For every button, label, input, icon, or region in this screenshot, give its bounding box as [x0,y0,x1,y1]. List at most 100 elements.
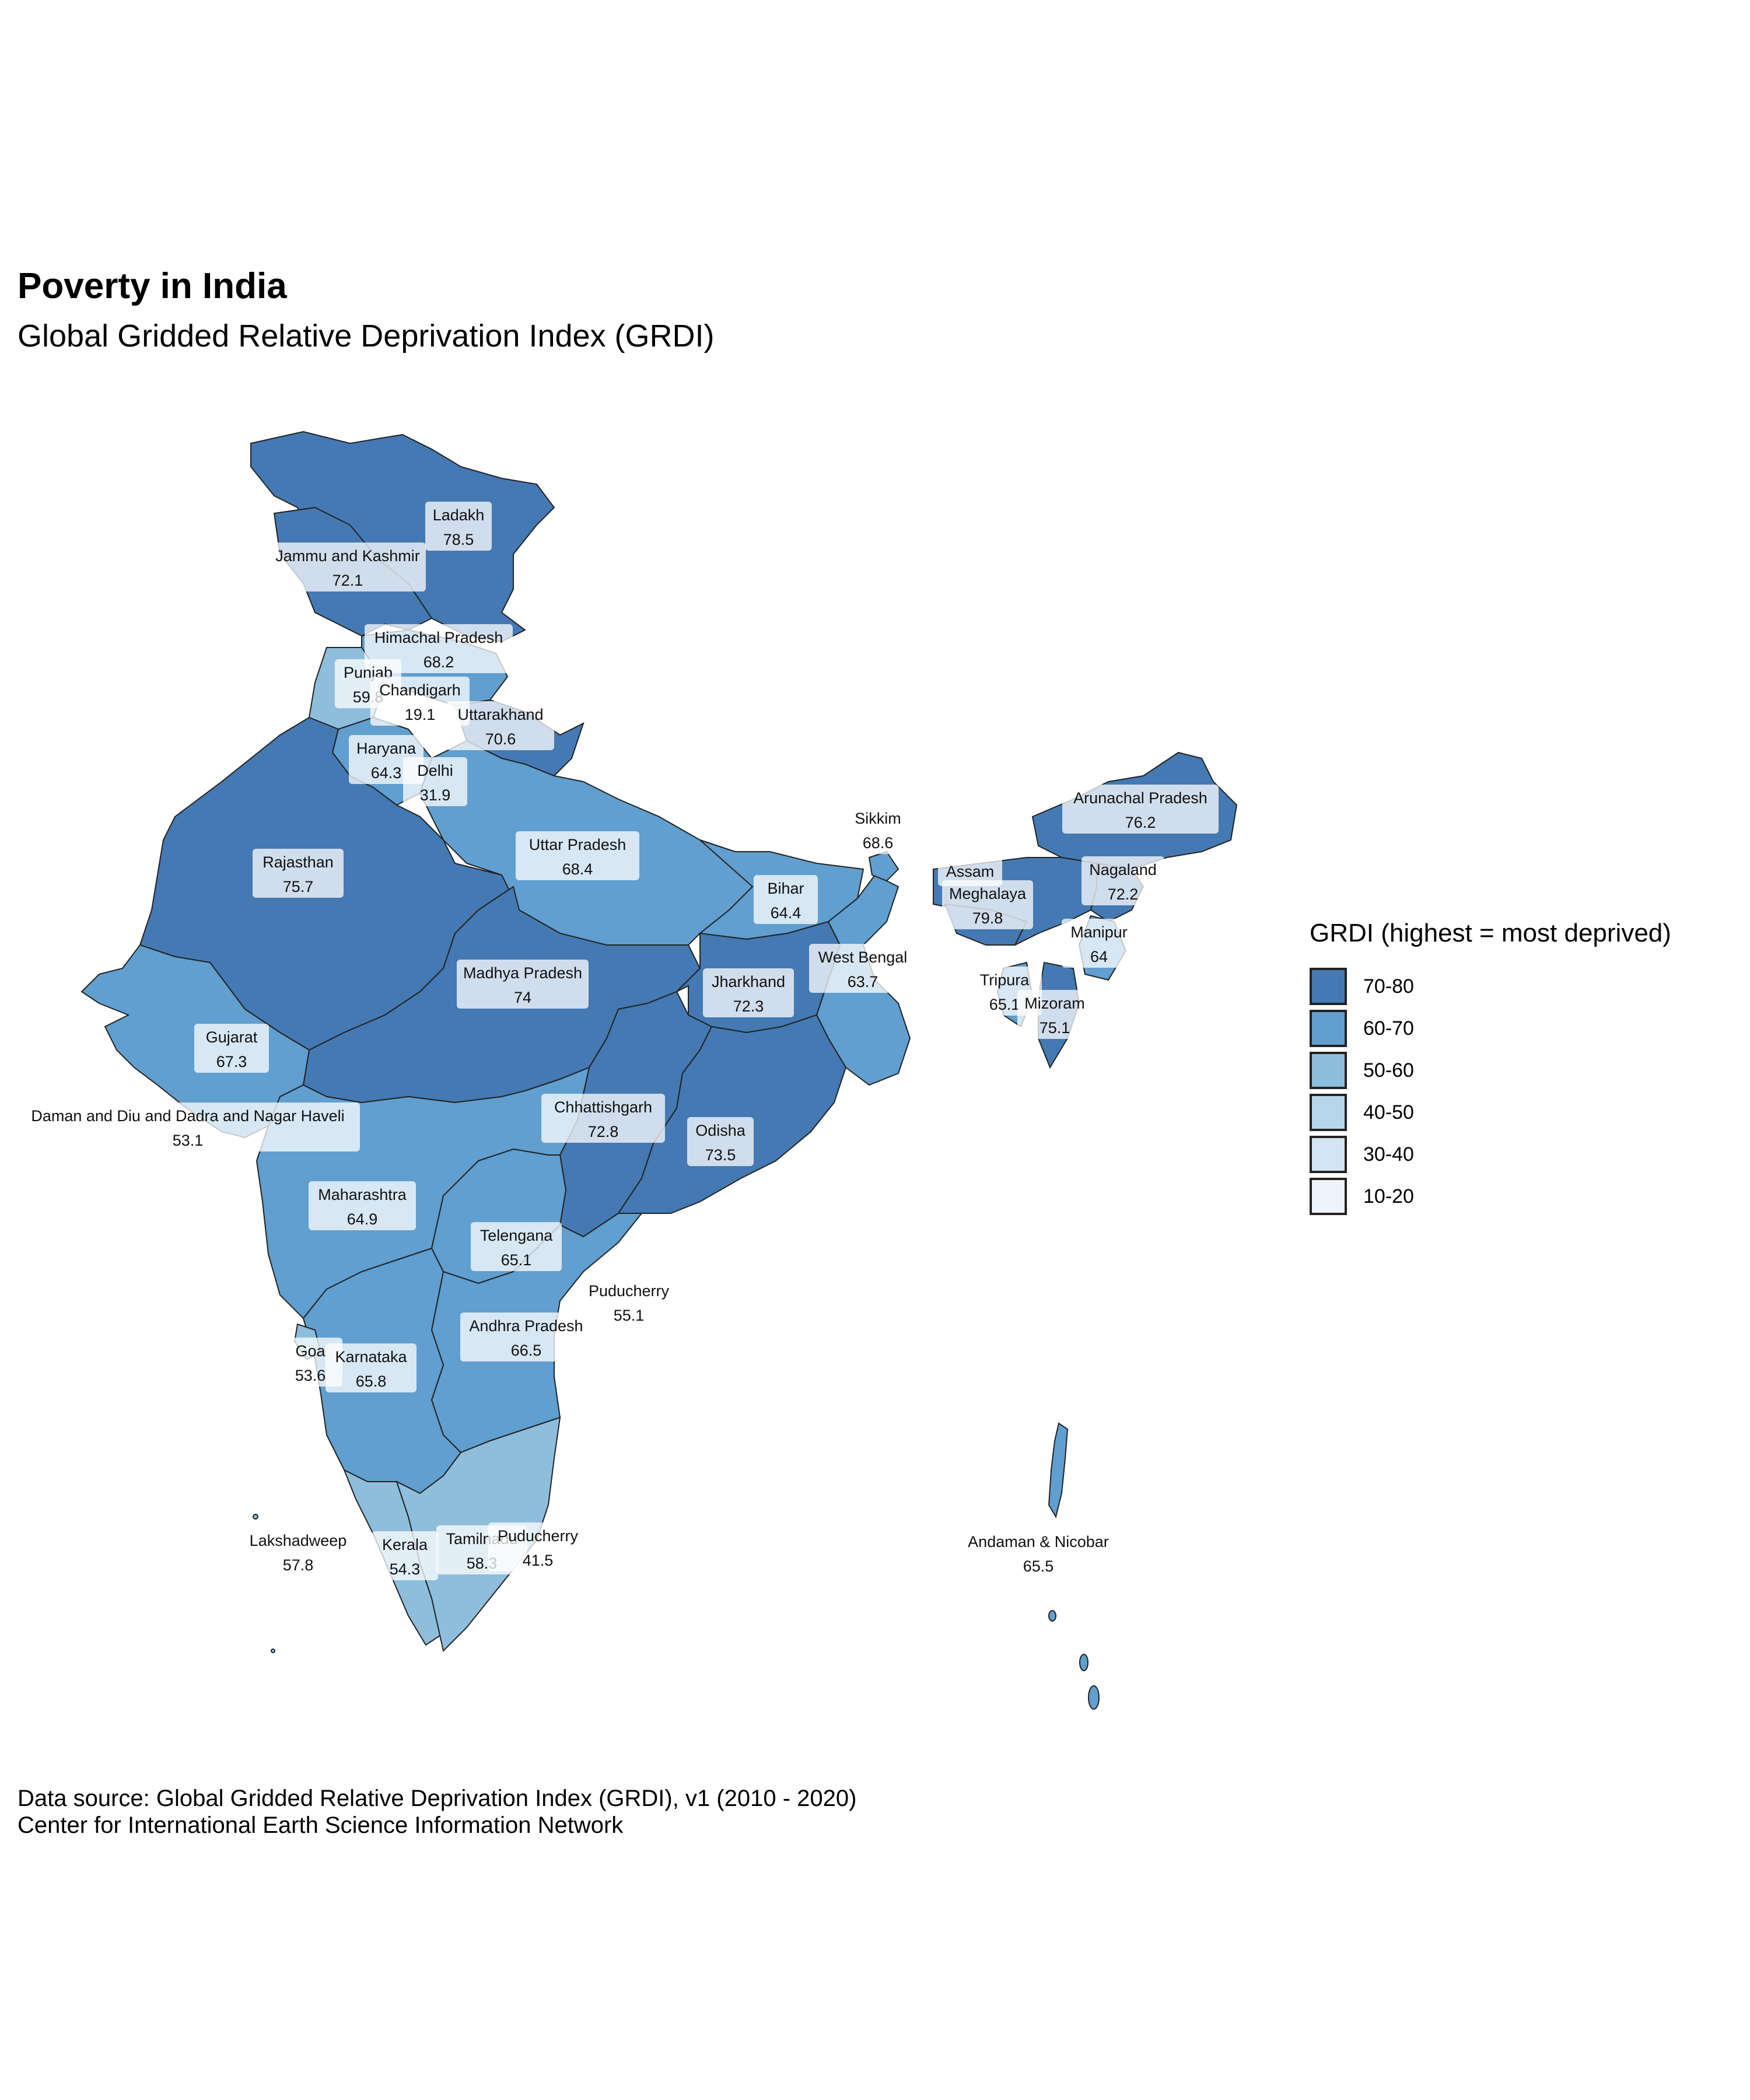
region-label: Puducherry 55.1 [579,1278,678,1326]
region-label-box [460,1312,592,1362]
region-name: Goa [295,1342,326,1360]
region-name: Daman and Diu and Dadra and Nagar Haveli [31,1107,344,1125]
legend-swatch [1310,1136,1347,1173]
region-name: Andaman & Nicobar [968,1533,1109,1550]
region-label-box [309,1181,416,1230]
legend-item: 70-80 [1310,965,1671,1007]
legend-label: 70-80 [1363,975,1414,998]
legend-swatch [1310,1010,1347,1047]
legend-label: 40-50 [1363,1101,1414,1124]
region-label-box [370,677,470,726]
region-name: Tripura [980,971,1030,989]
region-name: Puducherry [589,1282,670,1300]
legend-item: 60-70 [1310,1007,1671,1049]
legend-item: 30-40 [1310,1133,1671,1175]
region-value: 64.9 [347,1210,378,1228]
region-label-box [326,1343,416,1392]
region-value: 72.8 [588,1123,619,1140]
source-caption: Data source: Global Gridded Relative Dep… [18,1785,856,1839]
region-label-box [425,502,492,551]
region-label: Lakshadweep 57.8 [244,1527,352,1576]
region-value: 79.8 [972,909,1003,927]
region-label-box [1062,785,1219,834]
island-shape [1088,1685,1100,1710]
region-value: 41.5 [523,1552,554,1569]
region-value: 54.3 [390,1560,421,1578]
region-label-box [687,1117,754,1166]
region-name: Arunachal Pradesh [1073,789,1208,807]
legend-swatch [1310,1094,1347,1131]
region-label-box [942,880,1033,929]
region-name: Himachal Pradesh [374,629,503,646]
region-label-box [270,542,426,592]
region-label: West Bengal 63.7 [809,944,916,993]
region-shape-andaman-nicobar [1048,1422,1069,1518]
region-label: Chhattishgarh 72.8 [541,1094,665,1143]
region-name: Lakshadweep [250,1532,347,1549]
region-name: Gujarat [206,1028,258,1046]
region-label: Nagaland 72.2 [1082,856,1164,905]
region-label: Karnataka 65.8 [326,1343,416,1392]
region-label: Maharashtra 64.9 [309,1181,416,1230]
region-label-box [16,1102,360,1152]
region-label: Puducherry 41.5 [488,1522,587,1572]
region-label: Uttarakhand 70.6 [447,701,554,750]
region-name: Kerala [382,1536,428,1553]
region-value: 74 [514,989,531,1006]
region-label: Kerala 54.3 [372,1531,438,1580]
region-value: 64 [1090,948,1108,965]
region-name: Ladakh [433,506,485,524]
region-label: Meghalaya 79.8 [942,880,1033,929]
region-value: 78.5 [443,531,474,548]
region-value: 64.3 [371,764,402,782]
legend-title: GRDI (highest = most deprived) [1310,919,1671,947]
region-value: 68.4 [562,860,593,878]
legend-items: 70-80 60-70 50-60 40-50 30-40 10-20 [1310,965,1671,1217]
region-labels: Ladakh 78.5 Jammu and Kashmir 72.1 Himachal … [16,502,1219,1580]
region-value: 67.3 [216,1053,247,1070]
legend-item: 10-20 [1310,1175,1671,1217]
region-value: 53.6 [295,1367,326,1384]
caption-line-1: Data source: Global Gridded Relative Dep… [18,1786,857,1811]
legend-item: 50-60 [1310,1049,1671,1091]
region-value: 57.8 [283,1556,314,1574]
region-value: 75.7 [283,878,314,895]
region-label: Chandigarh 19.1 [370,677,470,726]
region-label: Rajasthan 75.7 [253,849,344,898]
region-label: Jammu and Kashmir 72.1 [270,542,426,592]
region-value: 76.2 [1125,814,1156,831]
region-name: Chhattishgarh [554,1098,652,1116]
region-label: Madhya Pradesh 74 [457,960,589,1009]
region-value: 63.7 [848,973,878,991]
region-value: 73.5 [705,1146,736,1164]
region-value: 66.5 [511,1342,542,1359]
region-label: Daman and Diu and Dadra and Nagar Haveli… [16,1102,360,1152]
region-label-box [253,849,344,898]
region-value: 72.3 [733,998,764,1015]
region-name: Rajasthan [262,853,334,871]
region-label-box [1017,990,1092,1039]
region-value: 70.6 [485,730,516,748]
region-name: Sikkim [855,810,901,827]
region-label-box [960,1528,1116,1577]
region-value: 68.6 [863,834,894,852]
region-label: Assam [938,858,1002,886]
region-name: Karnataka [335,1348,407,1366]
region-label: Telengana 65.1 [471,1222,562,1271]
region-name: Uttarakhand [457,706,543,723]
legend-label: 60-70 [1363,1017,1414,1040]
region-label-box [754,875,818,924]
region-name: Odisha [695,1122,746,1139]
region-value: 68.2 [424,653,454,671]
legend-label: 50-60 [1363,1059,1414,1082]
region-label-box [457,960,589,1009]
legend-label: 30-40 [1363,1143,1414,1166]
region-label: Himachal Pradesh 68.2 [365,624,513,673]
region-label: Bihar 64.4 [754,875,818,924]
region-label-box [372,1531,438,1580]
region-name: Delhi [417,762,453,779]
region-label: Gujarat 67.3 [194,1024,269,1073]
map-title: Poverty in India [18,266,287,306]
region-value: 65.8 [356,1373,387,1390]
region-label-box [447,701,554,750]
